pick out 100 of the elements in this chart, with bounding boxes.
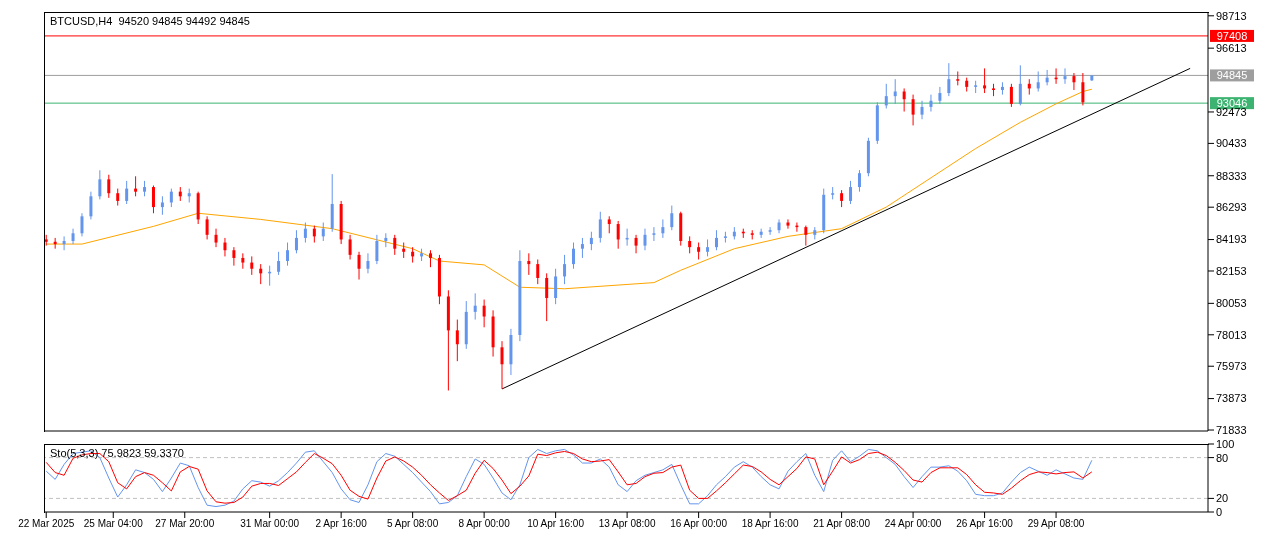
candlestick bbox=[98, 169, 102, 200]
x-tick-label: 25 Mar 04:00 bbox=[83, 518, 144, 530]
candlestick bbox=[1018, 64, 1022, 106]
ref-line-label: 97408 bbox=[1216, 29, 1248, 42]
candlestick bbox=[527, 252, 531, 276]
candlestick bbox=[1009, 83, 1013, 108]
x-tick-label: 8 Apr 00:00 bbox=[458, 518, 511, 530]
candlestick bbox=[849, 180, 853, 205]
y-tick-label: 98713 bbox=[1216, 9, 1247, 22]
candlestick bbox=[134, 175, 138, 197]
candlestick bbox=[348, 234, 352, 260]
candlestick bbox=[929, 94, 933, 113]
y-tick-label: 100 bbox=[1216, 437, 1235, 450]
ref-line-label: 93046 bbox=[1216, 97, 1248, 110]
candlestick bbox=[563, 254, 567, 285]
candlestick bbox=[714, 229, 718, 251]
candlestick bbox=[375, 234, 379, 265]
candlestick bbox=[634, 234, 638, 254]
candlestick bbox=[652, 226, 656, 242]
y-tick-label: 84193 bbox=[1216, 233, 1247, 246]
candlestick bbox=[580, 237, 584, 259]
y-tick-label: 86293 bbox=[1216, 201, 1247, 214]
x-tick-label: 29 Apr 08:00 bbox=[1027, 518, 1085, 530]
candlestick bbox=[303, 222, 307, 244]
candlestick bbox=[357, 251, 361, 281]
candlestick bbox=[71, 228, 75, 245]
candlestick bbox=[947, 62, 951, 97]
candlestick bbox=[911, 94, 915, 126]
x-tick-label: 16 Apr 00:00 bbox=[670, 518, 728, 530]
candlestick bbox=[554, 268, 558, 305]
candlestick bbox=[643, 228, 647, 251]
candlestick bbox=[232, 246, 236, 267]
candlestick bbox=[857, 169, 861, 193]
candlestick bbox=[1081, 72, 1085, 106]
candlestick bbox=[286, 242, 290, 267]
candlestick bbox=[661, 218, 665, 239]
candlestick bbox=[393, 234, 397, 256]
candlestick bbox=[455, 319, 459, 362]
candlestick bbox=[804, 225, 808, 247]
candlestick bbox=[1036, 70, 1040, 93]
candlestick bbox=[500, 340, 504, 390]
candlestick bbox=[768, 226, 772, 236]
x-tick-label: 26 Apr 16:00 bbox=[956, 518, 1014, 530]
x-tick-label: 27 Mar 20:00 bbox=[155, 518, 215, 530]
x-tick-label: 10 Apr 16:00 bbox=[527, 518, 585, 530]
chart-title: Sto(5,3,3) 75.9823 59.3370 bbox=[50, 447, 184, 459]
x-tick-label: 31 Mar 00:00 bbox=[240, 518, 300, 530]
candlestick bbox=[80, 212, 84, 237]
candlestick bbox=[277, 251, 281, 276]
y-tick-label: 82153 bbox=[1216, 264, 1247, 277]
x-tick-label: 21 Apr 08:00 bbox=[813, 518, 871, 530]
candlestick bbox=[777, 218, 781, 234]
candlestick bbox=[589, 231, 593, 251]
candlestick bbox=[536, 258, 540, 285]
y-tick-label: 20 bbox=[1216, 492, 1229, 505]
candlestick bbox=[89, 191, 93, 220]
chart-title: BTCUSD,H4 94520 94845 94492 94845 bbox=[50, 15, 250, 27]
candlestick bbox=[482, 299, 486, 328]
candlestick bbox=[223, 237, 227, 257]
x-tick-label: 13 Apr 08:00 bbox=[598, 518, 656, 530]
x-tick-label: 22 Mar 2025 bbox=[18, 518, 75, 530]
candlestick bbox=[205, 215, 209, 240]
y-tick-label: 90433 bbox=[1216, 137, 1247, 150]
candlestick bbox=[107, 174, 111, 199]
candlestick bbox=[151, 185, 155, 214]
candlestick bbox=[160, 195, 164, 216]
candlestick bbox=[983, 67, 987, 94]
y-tick-label: 75973 bbox=[1216, 360, 1247, 373]
x-tick-label: 2 Apr 16:00 bbox=[315, 518, 368, 530]
candlestick bbox=[321, 222, 325, 242]
y-tick-label: 96613 bbox=[1216, 42, 1247, 55]
candlestick bbox=[62, 235, 66, 251]
candlestick bbox=[920, 100, 924, 120]
candlestick bbox=[616, 220, 620, 250]
candlestick bbox=[1063, 67, 1067, 85]
y-tick-label: 80 bbox=[1216, 451, 1229, 464]
x-tick-label: 24 Apr 00:00 bbox=[884, 518, 942, 530]
candlestick bbox=[884, 83, 888, 109]
x-tick-label: 18 Apr 16:00 bbox=[741, 518, 799, 530]
candlestick bbox=[473, 292, 477, 321]
y-tick-label: 73873 bbox=[1216, 392, 1247, 405]
candlestick bbox=[902, 87, 906, 113]
candlestick bbox=[366, 252, 370, 274]
candlestick bbox=[598, 211, 602, 244]
candlestick bbox=[545, 272, 549, 322]
y-tick-label: 80053 bbox=[1216, 297, 1247, 310]
ref-line-label: 94845 bbox=[1216, 69, 1248, 82]
y-tick-label: 88333 bbox=[1216, 169, 1247, 182]
x-tick-label: 5 Apr 08:00 bbox=[387, 518, 439, 530]
y-tick-label: 71833 bbox=[1216, 423, 1247, 436]
candlestick bbox=[250, 255, 254, 276]
candlestick bbox=[938, 86, 942, 105]
y-tick-label: 0 bbox=[1216, 505, 1223, 518]
candlestick bbox=[169, 188, 173, 208]
candlestick bbox=[786, 218, 790, 230]
candlestick bbox=[214, 228, 218, 248]
candlestick bbox=[1072, 72, 1076, 91]
y-tick-label: 78013 bbox=[1216, 328, 1247, 341]
candlestick bbox=[572, 242, 575, 270]
candlestick bbox=[294, 229, 298, 254]
